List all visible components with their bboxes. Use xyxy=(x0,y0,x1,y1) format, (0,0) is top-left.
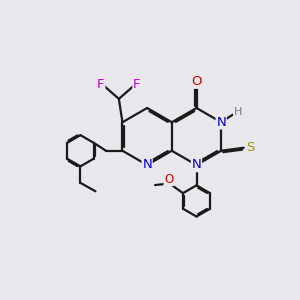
Text: H: H xyxy=(234,107,242,117)
Text: N: N xyxy=(142,158,152,172)
Text: F: F xyxy=(97,78,105,91)
Text: N: N xyxy=(216,116,226,129)
Text: S: S xyxy=(246,141,254,154)
Text: N: N xyxy=(192,158,201,172)
Text: O: O xyxy=(191,75,202,88)
Text: O: O xyxy=(164,172,173,185)
Text: F: F xyxy=(133,78,141,91)
